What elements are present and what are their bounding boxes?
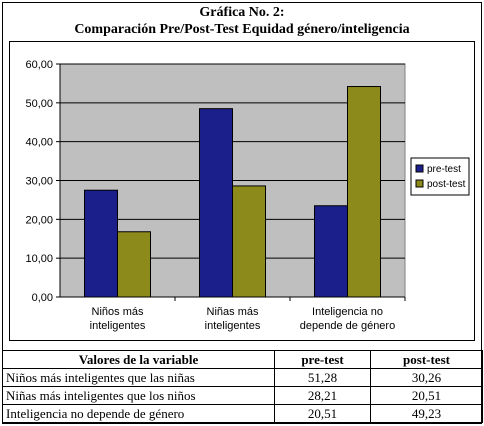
table-cell-label: Niñas más inteligentes que los niños (2, 386, 275, 405)
y-tick-label: 40,00 (25, 137, 53, 149)
table-row: Niñas más inteligentes que los niños 28,… (2, 386, 483, 405)
legend-label: post-test (427, 179, 466, 190)
x-tick-label: Niñas más (207, 306, 259, 318)
y-tick-label: 50,00 (25, 98, 53, 110)
legend-swatch (415, 164, 424, 173)
bar-post-test (117, 231, 151, 298)
table-row: Inteligencia no depende de género 20,51 … (2, 404, 483, 423)
table-row: Niños más inteligentes que las niñas 51,… (2, 368, 483, 387)
y-tick-label: 0,00 (32, 292, 53, 304)
figure-subtitle: Comparación Pre/Post-Test Equidad género… (74, 22, 410, 37)
legend-label: pre-test (427, 164, 461, 175)
bar-pre-test (199, 108, 233, 298)
table-cell-label: Inteligencia no depende de género (2, 404, 275, 423)
y-tick-label: 20,00 (25, 214, 53, 226)
x-tick-label: Niños más (92, 306, 144, 318)
chart-area: 0,00 10,00 20,00 30,00 40,00 50,00 60,00 Niños … (9, 41, 475, 341)
table-cell-pretest: 20,51 (274, 404, 371, 423)
legend (410, 157, 470, 196)
table-header-posttest: post-test (370, 350, 483, 369)
y-tick-label: 10,00 (25, 253, 53, 265)
x-tick-label: Inteligencia no (312, 306, 383, 318)
legend-swatch (415, 179, 424, 188)
bar-post-test (347, 86, 381, 298)
x-tick-label: inteligentes (90, 320, 146, 332)
x-tick-label: depende de género (300, 320, 395, 332)
bar-post-test (232, 185, 266, 298)
table-cell-pretest: 51,28 (274, 368, 371, 387)
bar-pre-test (314, 205, 348, 298)
table-cell-posttest: 49,23 (370, 404, 483, 423)
y-tick-label: 60,00 (25, 59, 53, 71)
x-tick-label: inteligentes (205, 320, 261, 332)
table-header-variable: Valores de la variable (2, 350, 275, 369)
y-tick-label: 30,00 (25, 176, 53, 188)
table-header-row: Valores de la variable pre-test post-tes… (2, 350, 483, 369)
figure-title: Gráfica No. 2: (199, 5, 285, 20)
bar-pre-test (84, 189, 118, 298)
table-cell-posttest: 30,26 (370, 368, 483, 387)
table-cell-pretest: 28,21 (274, 386, 371, 405)
values-table: Valores de la variable pre-test post-tes… (2, 350, 483, 423)
bar-chart: 0,00 10,00 20,00 30,00 40,00 50,00 60,00 Niños … (25, 59, 470, 332)
table-header-pretest: pre-test (274, 350, 371, 369)
table-cell-posttest: 20,51 (370, 386, 483, 405)
table-cell-label: Niños más inteligentes que las niñas (2, 368, 275, 387)
